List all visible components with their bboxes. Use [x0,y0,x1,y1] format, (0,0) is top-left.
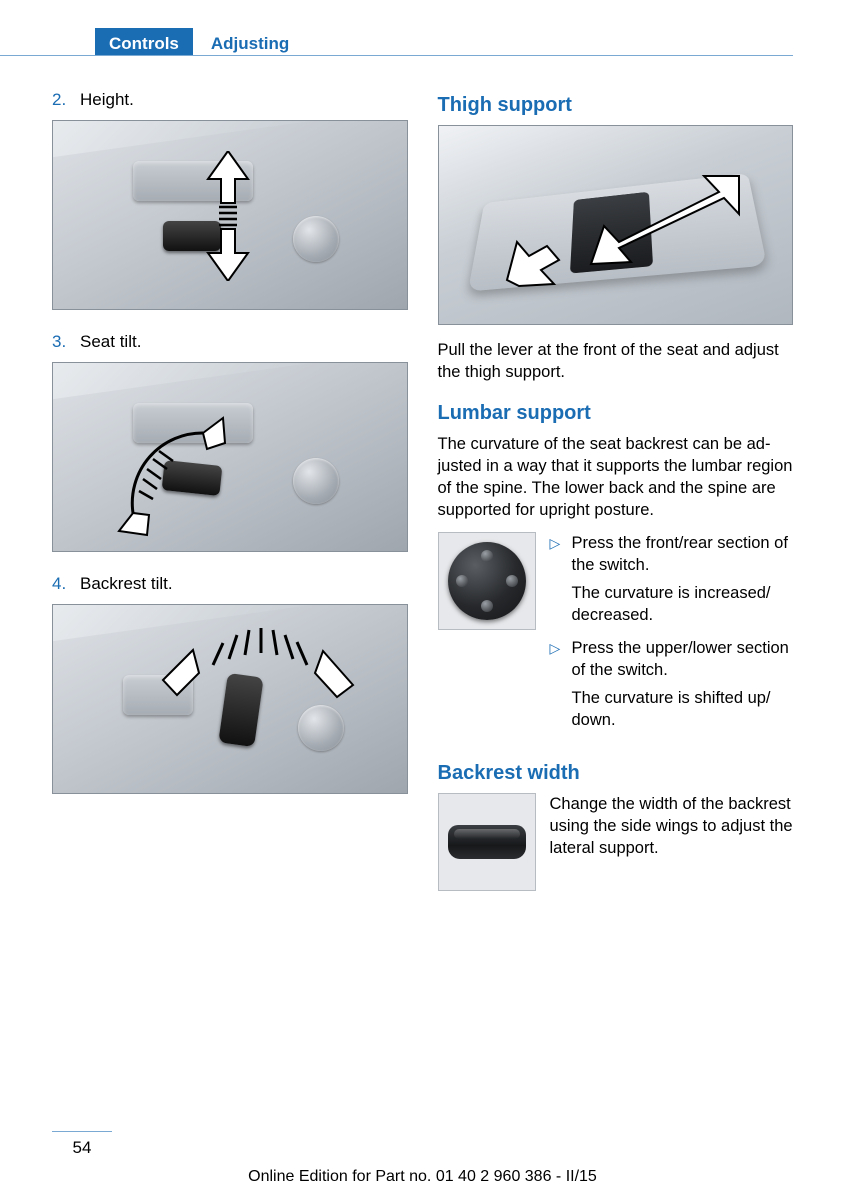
list-number: 4. [52,574,80,594]
bullet-triangle-icon: ▷ [550,637,572,682]
list-number: 3. [52,332,80,352]
bullet-sub: The curvature is shifted up/ down. [572,687,794,732]
figure-backrest-tilt [52,604,408,794]
footer-edition: Online Edition for Part no. 01 40 2 960 … [0,1168,845,1186]
list-label: Seat tilt. [80,332,408,352]
section-title-backrest: Backrest width [438,762,794,785]
list-item: 4. Backrest tilt. [52,574,408,594]
bullet-row: ▷ Press the front/rear section of the sw… [550,532,794,577]
list-label: Height. [80,90,408,110]
list-label: Backrest tilt. [80,574,408,594]
tab-controls: Controls [95,28,193,55]
section-title-thigh: Thigh support [438,94,794,117]
page-number: 54 [52,1131,112,1158]
header-bar: Controls Adjusting [0,28,793,56]
figure-thigh-support [438,125,794,325]
lumbar-list: ▷ Press the front/rear section of the sw… [550,532,794,742]
lumbar-block: ▷ Press the front/rear section of the sw… [438,532,794,742]
list-item: 2. Height. [52,90,408,110]
list-item: 3. Seat tilt. [52,332,408,352]
figure-height [52,120,408,310]
lumbar-switch-thumb [438,532,536,630]
section-title-lumbar: Lumbar support [438,402,794,425]
bullet-sub: The curvature is increased/ decreased. [572,582,794,627]
right-column: Thigh support Pull the lever at the fron… [438,90,794,891]
left-column: 2. Height. 3. Seat tilt. [52,90,408,891]
bullet-triangle-icon: ▷ [550,532,572,577]
lumbar-intro: The curvature of the seat backrest can b… [438,433,794,522]
arrow-fan-icon [153,615,373,735]
backrest-switch-thumb [438,793,536,891]
bullet-text: Press the upper/lower sec­tion of the sw… [572,637,794,682]
arrow-diagonal-icon [499,166,759,306]
bullet-row: ▷ Press the upper/lower sec­tion of the … [550,637,794,682]
backrest-block: Change the width of the back­rest using … [438,793,794,891]
thigh-text: Pull the lever at the front of the seat … [438,339,794,384]
lumbar-knob-icon [448,542,526,620]
bullet-text: Press the front/rear section of the swit… [572,532,794,577]
backrest-switch-icon [448,825,526,859]
content-columns: 2. Height. 3. Seat tilt. [52,90,793,891]
tab-adjusting: Adjusting [193,28,303,55]
arrow-arc-icon [113,403,273,552]
figure-seat-tilt [52,362,408,552]
arrow-vertical-icon [203,151,253,281]
backrest-text: Change the width of the back­rest using … [550,793,794,891]
list-number: 2. [52,90,80,110]
